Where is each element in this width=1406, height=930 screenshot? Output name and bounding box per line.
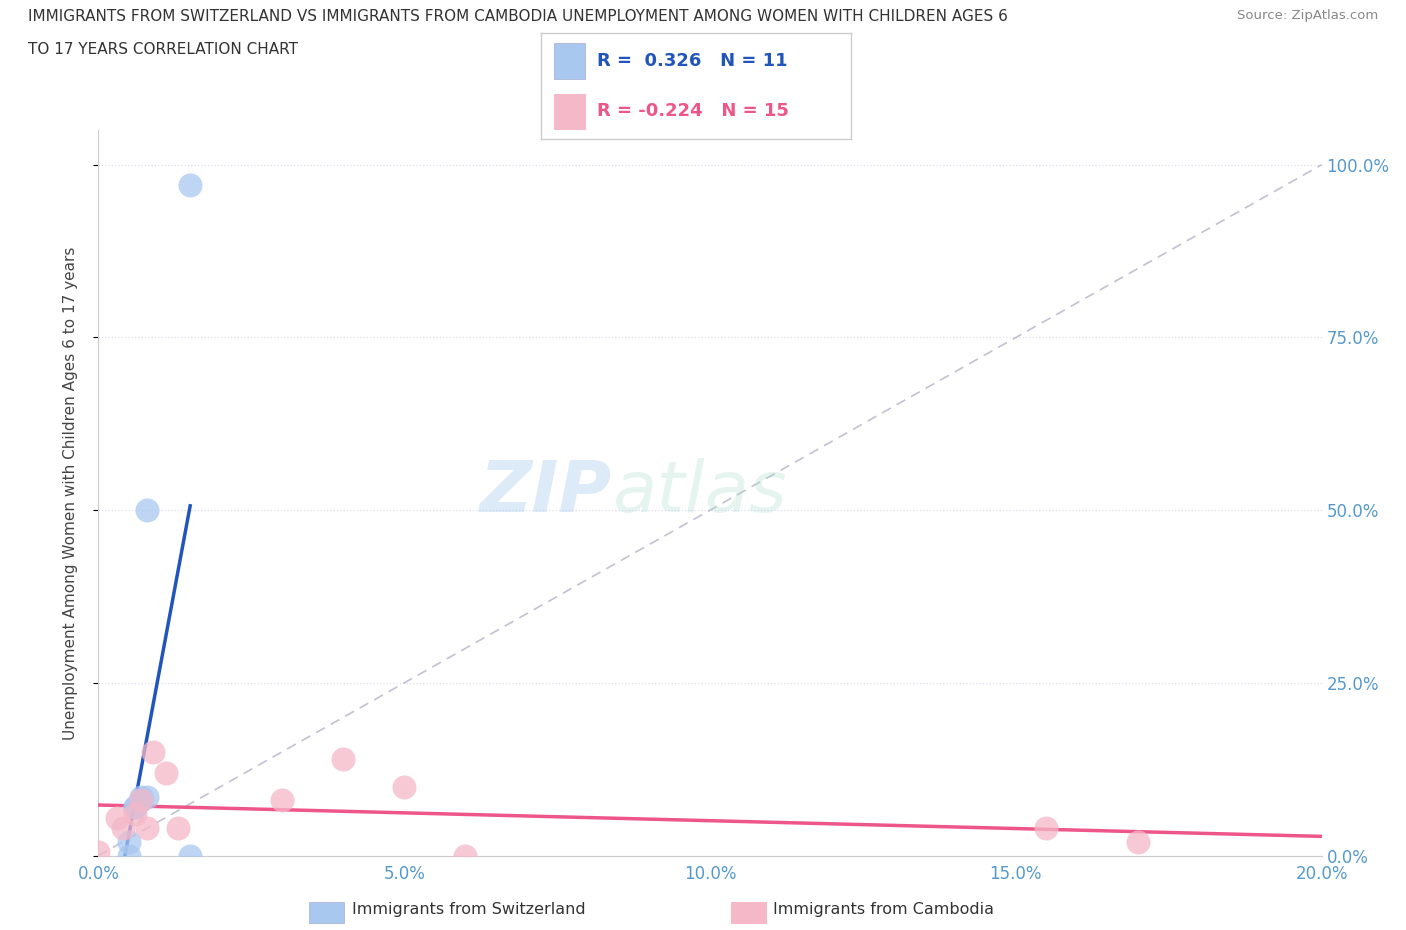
Point [155, 765, 177, 780]
Point [129, 793, 152, 808]
Point [167, 820, 190, 835]
Text: TO 17 YEARS CORRELATION CHART: TO 17 YEARS CORRELATION CHART [28, 42, 298, 57]
Point [332, 751, 354, 766]
Text: R =  0.326   N = 11: R = 0.326 N = 11 [598, 52, 787, 70]
Point [118, 848, 141, 863]
Bar [554, 44, 585, 78]
Point [392, 779, 416, 794]
Text: R = -0.224   N = 15: R = -0.224 N = 15 [598, 102, 789, 120]
Point [129, 793, 152, 808]
Text: Source: ZipAtlas.com: Source: ZipAtlas.com [1237, 9, 1378, 22]
Point [179, 848, 201, 863]
Text: ZIP: ZIP [479, 458, 612, 527]
Point [124, 806, 146, 821]
Text: atlas: atlas [612, 458, 787, 527]
Point [136, 820, 159, 835]
Point [136, 790, 159, 804]
Text: Immigrants from Switzerland: Immigrants from Switzerland [352, 902, 585, 917]
Point [111, 820, 134, 835]
Point [1128, 834, 1150, 849]
Bar [554, 94, 585, 128]
Point [129, 790, 152, 804]
Point [454, 848, 477, 863]
Point [87, 844, 110, 859]
Point [270, 793, 292, 808]
Point [105, 810, 128, 825]
Point [124, 800, 146, 815]
Point [1035, 820, 1057, 835]
Point [179, 178, 201, 193]
Text: IMMIGRANTS FROM SWITZERLAND VS IMMIGRANTS FROM CAMBODIA UNEMPLOYMENT AMONG WOMEN: IMMIGRANTS FROM SWITZERLAND VS IMMIGRANT… [28, 9, 1008, 24]
Point [136, 503, 159, 518]
Point [118, 834, 141, 849]
Text: Immigrants from Cambodia: Immigrants from Cambodia [773, 902, 994, 917]
Point [129, 793, 152, 808]
Point [124, 800, 146, 815]
Y-axis label: Unemployment Among Women with Children Ages 6 to 17 years: Unemployment Among Women with Children A… [63, 246, 77, 739]
Point [142, 745, 165, 760]
